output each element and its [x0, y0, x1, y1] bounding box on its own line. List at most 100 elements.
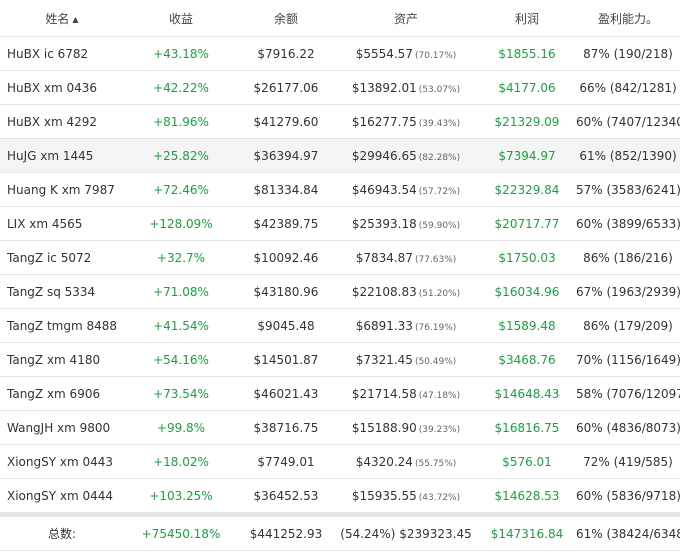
balance-value: $36452.53 [253, 488, 319, 503]
account-name: TangZ xm 6906 [7, 386, 101, 401]
balance-value: $26177.06 [253, 80, 319, 95]
column-header-balance[interactable]: 余额 [273, 11, 298, 26]
profit-value: $1855.16 [498, 46, 556, 61]
table-row[interactable]: WangJH xm 9800 +99.8% $38716.75 $15188.90 (3… [0, 411, 680, 445]
balance-value: $46021.43 [253, 386, 319, 401]
balance-value: $9045.48 [257, 318, 315, 333]
table-row[interactable]: Huang K xm 7987 +72.46% $81334.84 $46943.54… [0, 173, 680, 207]
profit-value: $3468.76 [498, 352, 556, 367]
totals-row: 总数: +75450.18% $441252.93 (54.24%) $2393… [0, 513, 680, 551]
table-row[interactable]: TangZ xm 6906 +73.54% $46021.43 $21714.58 (4… [0, 377, 680, 411]
asset-value: $46943.54 [351, 182, 417, 197]
column-header-return[interactable]: 收益 [168, 11, 193, 26]
balance-value: $81334.84 [253, 182, 319, 197]
asset-cell: $6891.33 (76.19%) [334, 319, 478, 333]
column-header-name-label: 姓名 [45, 11, 70, 26]
asset-value: $15935.55 [351, 488, 417, 503]
column-header-name[interactable]: 姓名 ▲ [0, 10, 124, 27]
asset-percent: (82.28%) [418, 152, 461, 163]
table-row[interactable]: TangZ ic 5072 +32.7% $10092.46 $7834.87 (77.… [0, 241, 680, 275]
table-row[interactable]: LIX xm 4565 +128.09% $42389.75 $25393.18 (59… [0, 207, 680, 241]
asset-cell: $7834.87 (77.63%) [334, 251, 478, 265]
asset-percent: (47.18%) [418, 390, 461, 401]
asset-percent: (51.20%) [418, 288, 461, 299]
win-rate-value: 86% (186/216) [583, 250, 673, 265]
total-return: +75450.18% [141, 526, 221, 541]
asset-value: $29946.65 [351, 148, 417, 163]
return-value: +103.25% [149, 488, 213, 503]
asset-cell: $7321.45 (50.49%) [334, 353, 478, 367]
account-name: HuBX xm 4292 [7, 114, 98, 129]
asset-percent: (50.49%) [414, 356, 457, 367]
table-row[interactable]: HuBX ic 6782 +43.18% $7916.22 $5554.57 (70.1… [0, 37, 680, 71]
table-body: HuBX ic 6782 +43.18% $7916.22 $5554.57 (70.1… [0, 37, 680, 513]
win-rate-value: 60% (4836/8073) [576, 420, 680, 435]
asset-cell: $16277.75 (39.43%) [334, 115, 478, 129]
return-value: +81.96% [153, 114, 209, 129]
profit-value: $20717.77 [494, 216, 560, 231]
table-header: 姓名 ▲ 收益 余额 资产 利润 盈利能力。 [0, 0, 680, 37]
account-name: HuBX ic 6782 [7, 46, 89, 61]
column-header-assets[interactable]: 资产 [393, 11, 418, 26]
total-assets: (54.24%) $239323.45 [340, 526, 472, 541]
asset-percent: (77.63%) [414, 254, 457, 265]
asset-cell: $29946.65 (82.28%) [334, 149, 478, 163]
table-row[interactable]: TangZ sq 5334 +71.08% $43180.96 $22108.83 (5… [0, 275, 680, 309]
win-rate-value: 86% (179/209) [583, 318, 673, 333]
column-header-win-rate[interactable]: 盈利能力。 [597, 11, 658, 26]
account-name: TangZ ic 5072 [7, 250, 92, 265]
win-rate-value: 87% (190/218) [583, 46, 673, 61]
return-value: +71.08% [153, 284, 209, 299]
profit-value: $14628.53 [494, 488, 560, 503]
profit-value: $4177.06 [498, 80, 556, 95]
asset-percent: (39.43%) [418, 118, 461, 129]
return-value: +72.46% [153, 182, 209, 197]
return-value: +99.8% [156, 420, 206, 435]
table-row[interactable]: TangZ tmgm 8488 +41.54% $9045.48 $6891.33 (7… [0, 309, 680, 343]
table-row[interactable]: TangZ xm 4180 +54.16% $14501.87 $7321.45 (50… [0, 343, 680, 377]
balance-value: $42389.75 [253, 216, 319, 231]
asset-cell: $15935.55 (43.72%) [334, 489, 478, 503]
asset-value: $15188.90 [351, 420, 417, 435]
return-value: +42.22% [153, 80, 209, 95]
asset-percent: (57.72%) [418, 186, 461, 197]
table-row[interactable]: XiongSY xm 0443 +18.02% $7749.01 $4320.24 (5… [0, 445, 680, 479]
profit-value: $16816.75 [494, 420, 560, 435]
sort-ascending-icon[interactable]: ▲ [72, 14, 79, 24]
asset-cell: $46943.54 (57.72%) [334, 183, 478, 197]
asset-percent: (55.75%) [414, 458, 457, 469]
account-name: WangJH xm 9800 [7, 420, 111, 435]
account-name: TangZ sq 5334 [7, 284, 96, 299]
asset-value: $6891.33 [355, 318, 413, 333]
win-rate-value: 58% (7076/12097) [576, 386, 680, 401]
win-rate-value: 60% (7407/12340) [576, 114, 680, 129]
asset-value: $25393.18 [351, 216, 417, 231]
account-name: XiongSY xm 0444 [7, 488, 114, 503]
profit-value: $16034.96 [494, 284, 560, 299]
account-name: TangZ xm 4180 [7, 352, 101, 367]
win-rate-value: 66% (842/1281) [579, 80, 677, 95]
table-row[interactable]: XiongSY xm 0444 +103.25% $36452.53 $15935.5… [0, 479, 680, 513]
table-row[interactable]: HuBX xm 0436 +42.22% $26177.06 $13892.01 (53… [0, 71, 680, 105]
column-header-profit[interactable]: 利润 [514, 11, 539, 26]
total-balance: $441252.93 [249, 526, 323, 541]
asset-value: $4320.24 [355, 454, 413, 469]
return-value: +73.54% [153, 386, 209, 401]
account-name: Huang K xm 7987 [7, 182, 115, 197]
asset-cell: $15188.90 (39.23%) [334, 421, 478, 435]
asset-percent: (76.19%) [414, 322, 457, 333]
table-row[interactable]: HuJG xm 1445 +25.82% $36394.97 $29946.65 (82… [0, 139, 680, 173]
balance-value: $41279.60 [253, 114, 319, 129]
win-rate-value: 67% (1963/2939) [576, 284, 680, 299]
account-name: XiongSY xm 0443 [7, 454, 114, 469]
profit-value: $21329.09 [494, 114, 560, 129]
return-value: +25.82% [153, 148, 209, 163]
table-row[interactable]: HuBX xm 4292 +81.96% $41279.60 $16277.75 (39… [0, 105, 680, 139]
asset-value: $7834.87 [355, 250, 413, 265]
balance-value: $7749.01 [257, 454, 315, 469]
asset-cell: $22108.83 (51.20%) [334, 285, 478, 299]
return-value: +32.7% [156, 250, 206, 265]
balance-value: $7916.22 [257, 46, 315, 61]
balance-value: $36394.97 [253, 148, 319, 163]
